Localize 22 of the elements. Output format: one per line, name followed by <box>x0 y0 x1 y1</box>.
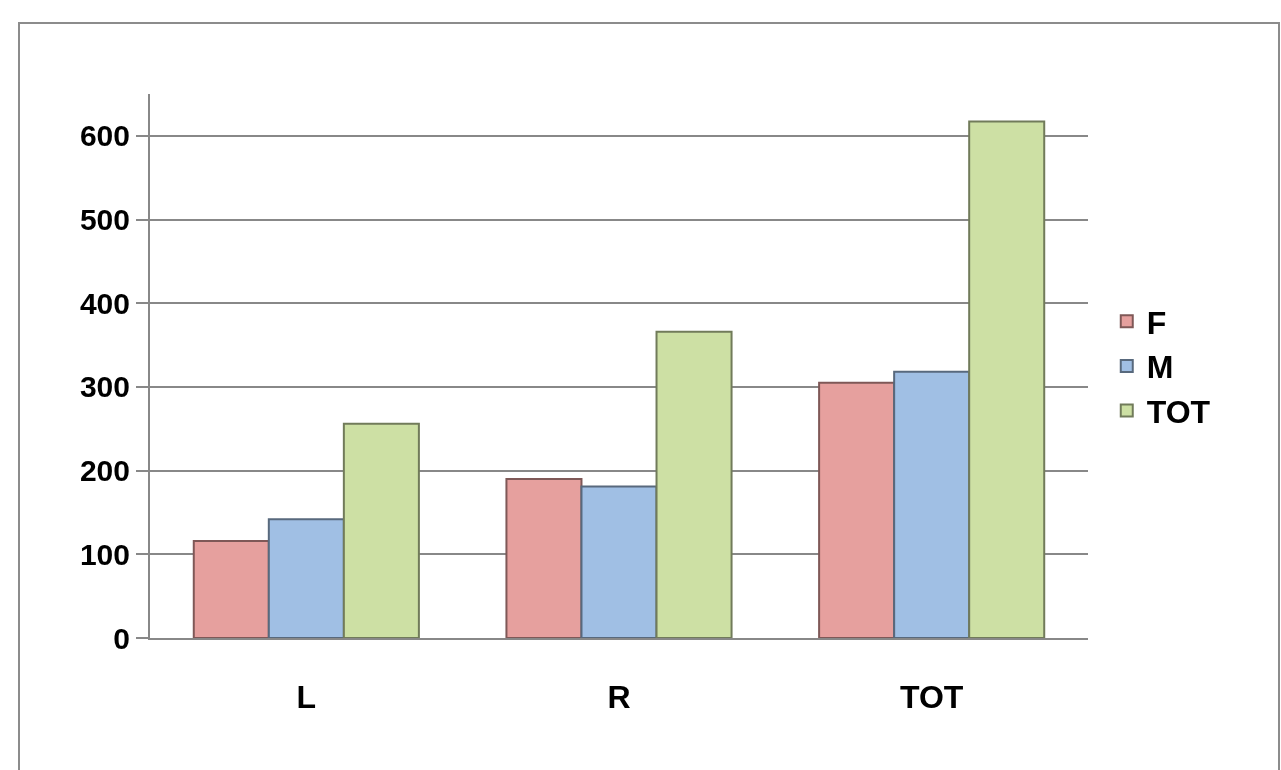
bar <box>505 477 583 638</box>
y-tick-label: 200 <box>79 454 130 488</box>
y-tick-label: 100 <box>79 537 130 571</box>
y-tick-label: 500 <box>79 203 130 237</box>
bar <box>342 422 420 638</box>
y-tick-label: 600 <box>79 119 130 153</box>
x-tick-label: L <box>296 679 317 716</box>
legend-label: F <box>1146 304 1167 341</box>
y-tick-label: 300 <box>79 370 130 404</box>
bar <box>580 485 658 638</box>
bar <box>893 370 971 638</box>
legend-label: M <box>1146 349 1174 386</box>
bar <box>968 120 1046 638</box>
bar <box>655 330 733 638</box>
x-tick-label: R <box>607 679 631 716</box>
bar <box>267 518 345 638</box>
bar <box>192 539 270 638</box>
y-tick-label: 400 <box>79 286 130 320</box>
bar <box>818 381 896 638</box>
x-tick-label: TOT <box>899 679 964 716</box>
legend-label: TOT <box>1146 393 1211 430</box>
y-tick-label: 0 <box>113 621 130 655</box>
